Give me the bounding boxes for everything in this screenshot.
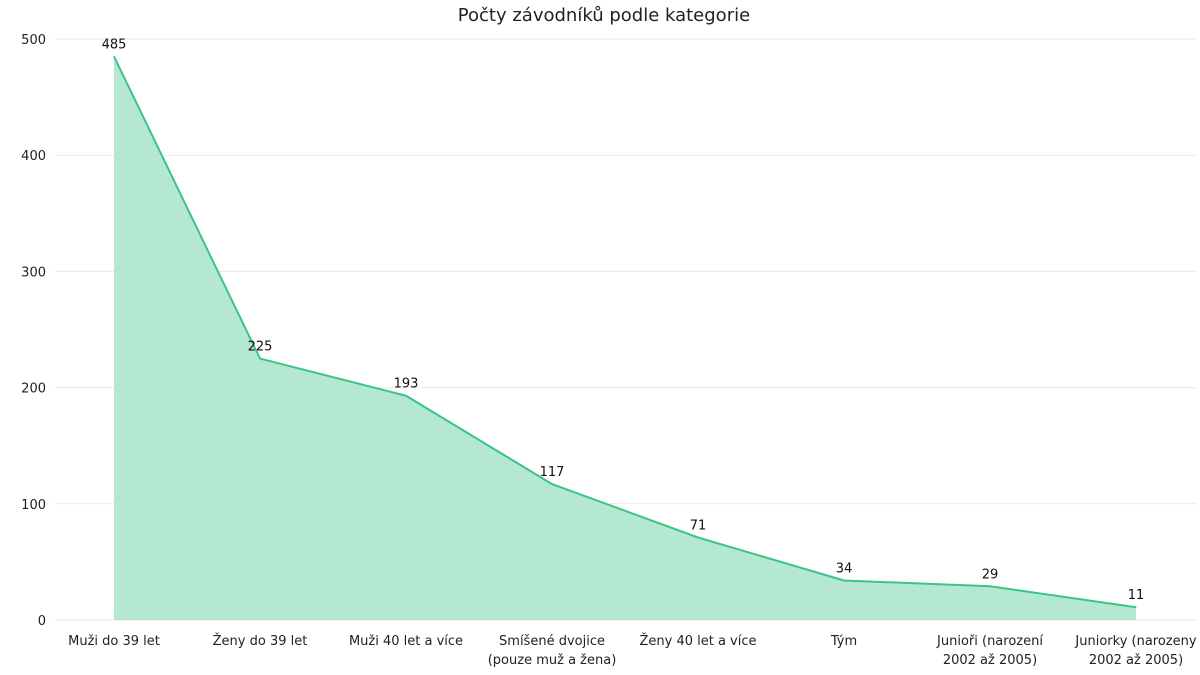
data-point <box>551 483 553 485</box>
x-tick-line: Ženy do 39 let <box>213 633 308 649</box>
area-fill <box>114 56 1136 621</box>
data-point <box>697 536 699 538</box>
data-label: 11 <box>1128 588 1145 603</box>
x-axis-ticks: Muži do 39 let Ženy do 39 let Muži 40 let … <box>68 633 1197 668</box>
x-tick-line: Muži do 39 let <box>68 634 160 649</box>
x-tick-line: Tým <box>830 634 857 649</box>
x-tick-label: Ženy 40 let a více <box>639 633 756 649</box>
x-tick-label: Ženy do 39 let <box>213 633 308 649</box>
x-tick-label: Juniorky (narozeny 2002 až 2005) <box>1074 634 1196 668</box>
data-label: 29 <box>982 567 999 582</box>
x-tick-line: Junioři (narození <box>936 634 1043 649</box>
x-tick-line: Smíšené dvojice <box>499 634 605 649</box>
x-tick-label: Muži do 39 let <box>68 634 160 649</box>
chart-title: Počty závodníků podle kategorie <box>458 5 750 26</box>
y-tick-label: 0 <box>38 614 46 629</box>
y-tick-label: 400 <box>21 149 46 164</box>
data-point <box>1135 606 1137 608</box>
x-tick-label: Junioři (narození 2002 až 2005) <box>936 634 1043 668</box>
x-tick-line: (pouze muž a žena) <box>488 653 617 668</box>
data-label: 34 <box>836 561 853 576</box>
data-point <box>989 585 991 587</box>
x-tick-line: 2002 až 2005) <box>943 653 1037 668</box>
data-point <box>113 55 115 57</box>
y-tick-label: 100 <box>21 498 46 513</box>
y-tick-label: 200 <box>21 382 46 397</box>
data-label: 225 <box>248 340 273 355</box>
data-label: 485 <box>102 37 127 52</box>
data-label: 117 <box>540 465 565 480</box>
x-tick-line: Muži 40 let a více <box>349 634 463 649</box>
x-tick-label: Smíšené dvojice (pouze muž a žena) <box>488 634 617 668</box>
x-tick-label: Tým <box>830 634 857 649</box>
data-point <box>405 395 407 397</box>
series-line <box>113 55 1137 609</box>
data-point <box>843 579 845 581</box>
y-axis-ticks: 0 100 200 300 400 500 <box>21 33 46 629</box>
x-tick-line: Ženy 40 let a více <box>639 633 756 649</box>
x-tick-line: 2002 až 2005) <box>1089 653 1183 668</box>
data-label: 193 <box>394 377 419 392</box>
data-labels: 485 225 193 117 71 34 29 11 <box>102 37 1145 603</box>
data-point <box>259 358 261 360</box>
x-tick-line: Juniorky (narozeny <box>1074 634 1196 649</box>
x-tick-label: Muži 40 let a více <box>349 634 463 649</box>
data-label: 71 <box>690 518 707 533</box>
y-tick-label: 300 <box>21 265 46 280</box>
y-tick-label: 500 <box>21 33 46 48</box>
series-area <box>113 55 1137 621</box>
